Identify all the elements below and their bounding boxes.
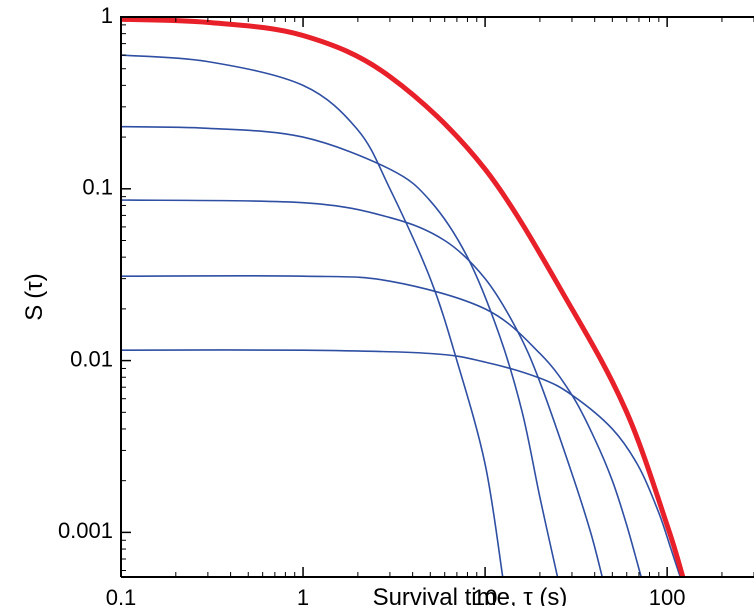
x-tick-label: 100: [649, 585, 686, 606]
component-line-4: [121, 275, 642, 577]
total-survival-line: [121, 17, 686, 577]
component-line-1: [121, 54, 504, 577]
component-line-3: [121, 199, 604, 577]
y-tick-label: 1: [101, 3, 113, 28]
y-tick-label: 0.01: [70, 346, 113, 371]
component-line-2: [121, 125, 559, 577]
x-tick-label: 0.1: [106, 585, 137, 606]
series-layer: [121, 17, 686, 577]
y-axis-title-main: S: [21, 305, 48, 321]
y-axis-title-arg: (τ): [21, 273, 48, 298]
y-tick-label: 0.1: [82, 175, 113, 200]
x-tick-label: 1: [297, 585, 309, 606]
tick-labels: 0.1 1 10 100 0.001 0.01 0.1 1: [58, 3, 686, 606]
y-axis-title: S (τ): [21, 273, 48, 320]
x-tick-label: 10: [473, 585, 497, 606]
x-axis-title: Survival time, τ (s): [373, 584, 568, 606]
y-tick-label: 0.001: [58, 518, 113, 543]
axis-ticks: [120, 16, 754, 577]
component-line-5: [121, 349, 682, 577]
